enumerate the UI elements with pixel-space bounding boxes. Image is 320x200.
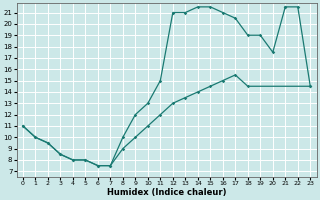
X-axis label: Humidex (Indice chaleur): Humidex (Indice chaleur) xyxy=(107,188,226,197)
